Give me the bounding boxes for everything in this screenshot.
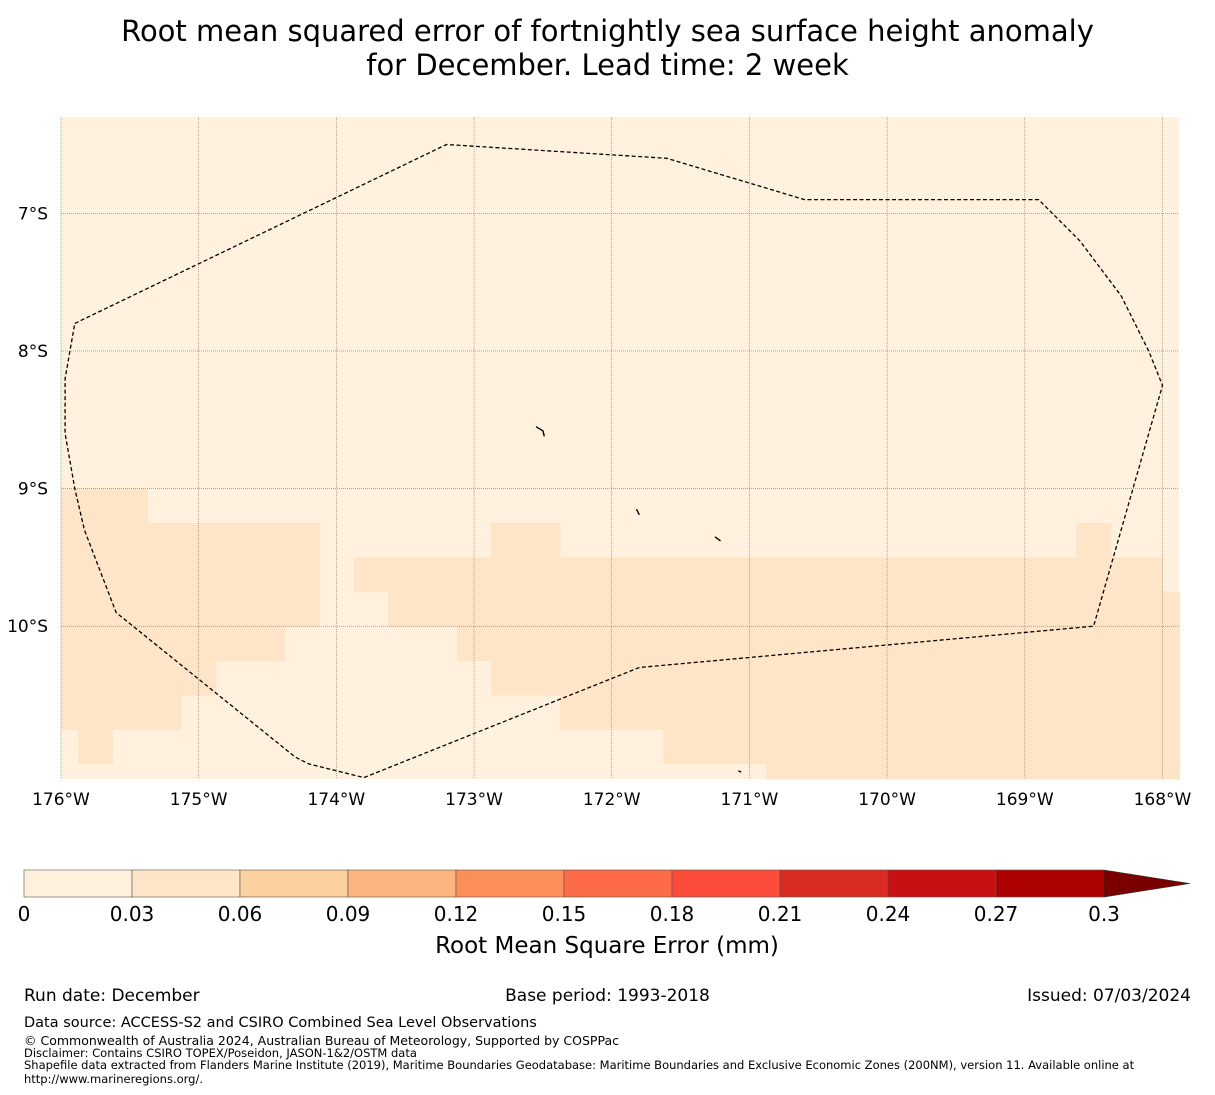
rmse-cell — [61, 523, 320, 627]
rmse-cell — [1076, 523, 1112, 558]
rmse-cell — [766, 763, 1181, 780]
rmse-cell — [491, 523, 561, 558]
disclaimer-note: Disclaimer: Contains CSIRO TOPEX/Poseido… — [24, 1046, 417, 1060]
island-outline — [635, 508, 640, 516]
colorbar-swatch — [779, 869, 889, 898]
colorbar-swatch — [455, 869, 565, 898]
colorbar-label: Root Mean Square Error (mm) — [435, 933, 779, 959]
island-outline — [738, 770, 742, 773]
chart-title-line1: Root mean squared error of fortnightly s… — [121, 14, 1094, 48]
run-date: Run date: December — [24, 986, 200, 1006]
rmse-cell — [61, 626, 286, 662]
y-tick-label: 8°S — [18, 342, 48, 362]
colorbar-tick-label: 0.21 — [758, 902, 803, 926]
colorbar-swatch — [23, 869, 133, 898]
chart-title: Root mean squared error of fortnightly s… — [0, 14, 1215, 82]
colorbar-tick-label: 0 — [18, 902, 31, 926]
rmse-cell — [663, 729, 1181, 765]
rmse-cell — [353, 557, 1163, 593]
island-outline — [714, 536, 721, 542]
y-tick-label: 9°S — [18, 480, 48, 500]
shapefile-url: http://www.marineregions.org/. — [24, 1072, 203, 1086]
copyright-note: © Commonwealth of Australia 2024, Austra… — [24, 1033, 619, 1048]
x-tick-label: 176°W — [32, 790, 90, 810]
rmse-cell — [388, 591, 1181, 627]
colorbar-swatch — [239, 869, 349, 898]
colorbar-tick-label: 0.12 — [434, 902, 479, 926]
rmse-cell — [78, 729, 114, 765]
colorbar-tick-label: 0.09 — [326, 902, 371, 926]
x-tick-label: 175°W — [170, 790, 228, 810]
colorbar-extend-arrow — [1103, 869, 1191, 898]
colorbar-tick-label: 0.27 — [974, 902, 1019, 926]
rmse-cell — [560, 695, 1181, 730]
colorbar-swatch — [347, 869, 457, 898]
issued-date: Issued: 07/03/2024 — [1027, 986, 1191, 1006]
y-tick-label: 10°S — [7, 617, 48, 637]
colorbar-swatch — [563, 869, 673, 898]
rmse-cell — [61, 660, 217, 696]
rmse-cell — [61, 695, 182, 730]
island-outline — [535, 426, 545, 437]
x-tick-label: 173°W — [445, 790, 503, 810]
x-tick-label: 170°W — [858, 790, 916, 810]
x-tick-label: 174°W — [307, 790, 365, 810]
colorbar-swatch — [887, 869, 997, 898]
chart-title-line2: for December. Lead time: 2 week — [366, 48, 849, 82]
x-tick-label: 169°W — [996, 790, 1054, 810]
colorbar-swatch — [671, 869, 781, 898]
x-tick-label: 168°W — [1134, 790, 1192, 810]
y-tick-label: 7°S — [18, 204, 48, 224]
rmse-map: 176°W 175°W 174°W 173°W 172°W 171°W 170°W 169°W… — [7, 117, 1192, 810]
colorbar-tick-label: 0.03 — [110, 902, 155, 926]
rmse-cell — [456, 626, 1181, 662]
colorbar-swatch — [995, 869, 1105, 898]
base-period: Base period: 1993-2018 — [505, 986, 710, 1006]
rmse-cell — [491, 660, 1181, 696]
colorbar-tick-label: 0.24 — [866, 902, 911, 926]
colorbar-tick-label: 0.06 — [218, 902, 263, 926]
colorbar-tick-label: 0.15 — [542, 902, 587, 926]
colorbar-swatch — [131, 869, 241, 898]
x-tick-label: 172°W — [583, 790, 641, 810]
rmse-cell — [61, 488, 148, 524]
eez-boundary — [64, 143, 1164, 779]
data-source: Data source: ACCESS-S2 and CSIRO Combine… — [24, 1015, 537, 1031]
colorbar-tick-label: 0.18 — [650, 902, 695, 926]
shapefile-note: Shapefile data extracted from Flanders M… — [24, 1058, 1135, 1072]
x-tick-label: 171°W — [721, 790, 779, 810]
colorbar-tick-label: 0.3 — [1088, 902, 1120, 926]
